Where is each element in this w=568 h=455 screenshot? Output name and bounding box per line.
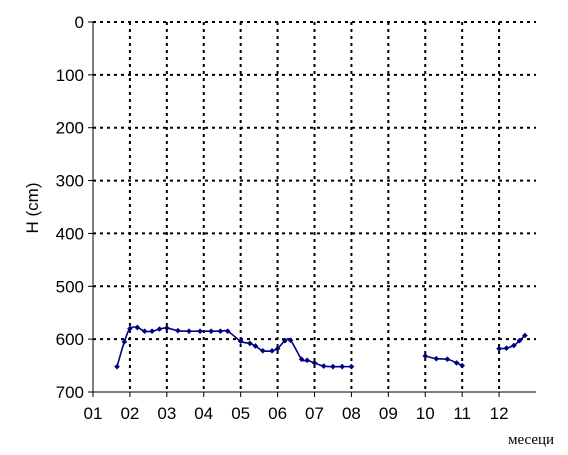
y-tick-label: 0: [75, 13, 84, 32]
grid: [93, 21, 536, 392]
data-point: [444, 356, 451, 363]
data-point: [259, 347, 266, 354]
y-tick-label: 200: [56, 119, 84, 138]
data-point: [114, 363, 120, 370]
data-point: [282, 337, 288, 344]
x-tick-label: 01: [84, 404, 103, 423]
data-point: [503, 345, 510, 351]
x-axis-label: месеци: [508, 432, 554, 448]
data-point: [208, 328, 214, 335]
x-tick-label: 03: [157, 404, 176, 423]
labels: H (cm) месеци: [23, 183, 554, 448]
x-tick-label: 02: [120, 404, 139, 423]
data-point: [134, 324, 141, 331]
x-tick-label: 05: [231, 404, 250, 423]
data-point: [311, 360, 318, 366]
series-line: [499, 334, 526, 350]
data-point: [274, 345, 281, 352]
data-point: [433, 355, 440, 362]
y-tick-label: 500: [56, 277, 84, 296]
data-point: [164, 325, 170, 331]
data-point: [224, 328, 231, 335]
data-point: [141, 328, 148, 335]
data-point: [175, 327, 181, 334]
data-point: [422, 353, 429, 359]
x-tick-label: 10: [416, 404, 435, 423]
data-point: [287, 337, 294, 344]
data-point: [453, 360, 460, 366]
data-point: [252, 343, 259, 349]
data-point: [247, 340, 253, 347]
series-layer: [114, 324, 528, 370]
y-tick-label: 600: [56, 330, 84, 349]
data-point: [186, 328, 192, 335]
y-tick-label: 300: [56, 172, 84, 191]
y-axis-label: H (cm): [23, 183, 42, 234]
x-tick-label: 07: [305, 404, 324, 423]
data-point: [217, 328, 224, 335]
y-tick-label: 400: [56, 224, 84, 243]
data-point: [156, 326, 163, 332]
x-tick-label: 12: [490, 404, 509, 423]
x-tick-label: 06: [268, 404, 287, 423]
y-tick-label: 700: [56, 383, 84, 402]
data-point: [304, 357, 310, 364]
data-point: [516, 337, 523, 344]
x-tick-label: 11: [453, 404, 471, 423]
data-point: [127, 325, 133, 332]
data-point: [522, 332, 528, 339]
data-point: [298, 356, 305, 363]
data-point: [348, 363, 355, 370]
y-tick-label: 100: [56, 66, 84, 85]
x-tick-label: 09: [379, 404, 398, 423]
data-point: [269, 347, 275, 354]
data-point: [330, 363, 336, 370]
data-point: [339, 363, 346, 370]
x-tick-label: 08: [342, 404, 361, 423]
data-point: [496, 345, 502, 352]
data-point: [197, 328, 203, 335]
data-point: [149, 328, 155, 335]
data-point: [237, 338, 244, 345]
x-tick-label: 04: [194, 404, 213, 423]
data-point: [459, 362, 465, 369]
data-point: [320, 363, 327, 369]
data-point: [121, 338, 128, 345]
